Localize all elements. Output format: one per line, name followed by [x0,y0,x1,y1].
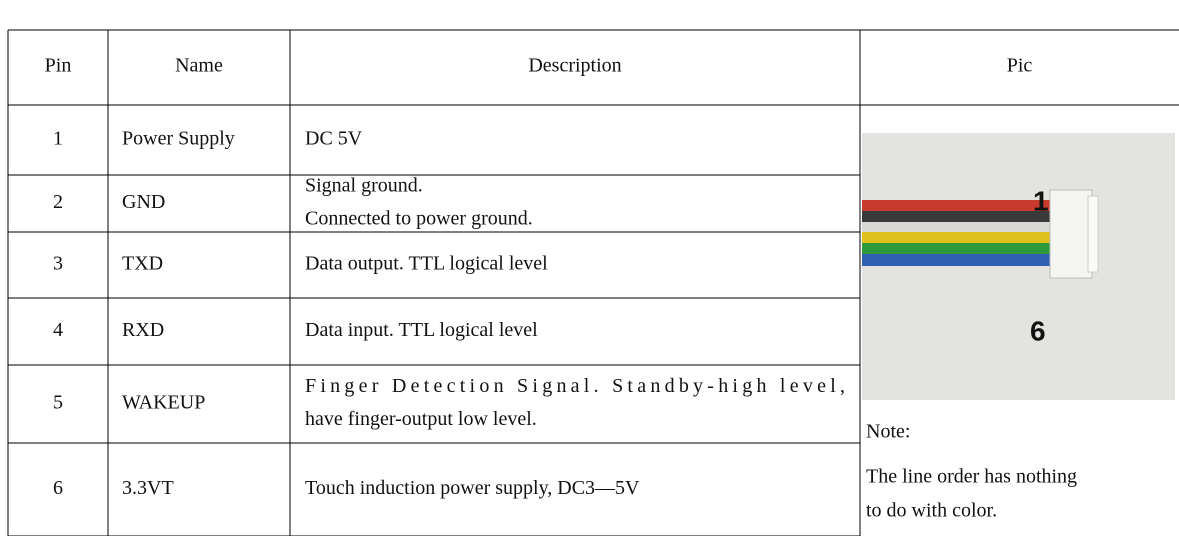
name-cell: GND [122,191,165,213]
description-line: Data output. TTL logical level [305,253,548,275]
description-line: have finger-output low level. [305,408,537,430]
description-line: Data input. TTL logical level [305,319,538,341]
header-cell: Pic [1007,55,1033,77]
pic-label: 1 [1033,185,1049,216]
header-cell: Name [175,55,223,77]
description-line: Finger Detection Signal. Standby-high le… [305,375,845,397]
pic-label: 6 [1030,315,1046,346]
header-cell: Description [528,55,621,77]
pin-cell: 2 [53,191,63,213]
note-line: The line order has nothing [866,466,1077,488]
pin-cell: 1 [53,128,63,150]
description-line: Touch induction power supply, DC3—5V [305,477,640,499]
name-cell: Power Supply [122,128,235,150]
description-line: Signal ground. [305,175,423,197]
description-line: Connected to power ground. [305,208,533,230]
pin-cell: 4 [53,319,63,341]
pin-cell: 6 [53,477,63,499]
pin-cell: 5 [53,392,63,414]
name-cell: WAKEUP [122,392,205,414]
connector-photo: 1 6 [862,133,1175,400]
header-cell: Pin [45,55,72,77]
note-line: to do with color. [866,500,997,522]
note-title: Note: [866,421,910,443]
name-cell: RXD [122,319,164,341]
name-cell: TXD [122,253,163,275]
description-line: DC 5V [305,128,363,150]
pin-cell: 3 [53,253,63,275]
name-cell: 3.3VT [122,477,174,499]
